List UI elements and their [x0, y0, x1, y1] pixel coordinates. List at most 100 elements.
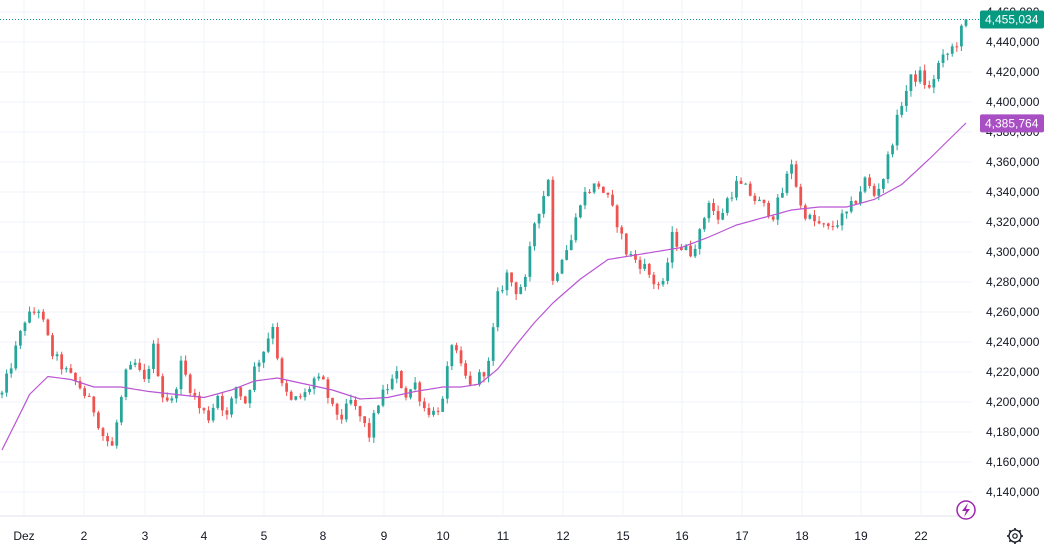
- candle-body: [299, 396, 302, 398]
- gear-icon[interactable]: [1007, 528, 1023, 544]
- candle-body: [422, 401, 426, 409]
- lightning-icon[interactable]: [956, 500, 976, 520]
- candle: [133, 358, 137, 368]
- candle: [932, 74, 936, 94]
- candle: [693, 244, 697, 259]
- y-tick-label: 4,220,000: [986, 365, 1040, 379]
- candle: [670, 226, 674, 269]
- candle-body: [560, 259, 564, 274]
- candle-body: [950, 46, 954, 54]
- y-tick-label: 4,200,000: [986, 395, 1040, 409]
- candle: [702, 216, 706, 232]
- candle-body: [781, 192, 784, 198]
- candle: [60, 351, 64, 375]
- y-axis[interactable]: 4,140,000 4,160,000 4,180,000 4,200,000 4,22…: [986, 5, 1040, 499]
- candle-body: [74, 372, 77, 381]
- candle-body: [106, 435, 109, 442]
- candle: [372, 409, 376, 443]
- candle: [923, 64, 927, 89]
- candle-body: [32, 311, 36, 313]
- candle: [496, 287, 500, 332]
- y-tick-label: 4,360,000: [986, 155, 1040, 169]
- candle: [785, 170, 789, 196]
- candle-body: [78, 380, 82, 389]
- candle: [900, 101, 904, 118]
- candle-body: [803, 205, 807, 219]
- candle-body: [175, 389, 178, 399]
- candle: [565, 245, 569, 261]
- candle: [409, 388, 412, 400]
- candle: [308, 386, 311, 395]
- candle: [51, 332, 54, 360]
- candle: [450, 344, 454, 371]
- candle: [748, 181, 752, 197]
- candle-body: [914, 74, 917, 82]
- candle-body: [234, 387, 238, 399]
- candle: [606, 192, 610, 198]
- candle: [354, 396, 357, 410]
- candle: [427, 403, 431, 418]
- candle: [202, 407, 206, 414]
- candle-body: [611, 194, 614, 206]
- candle-body: [799, 186, 803, 206]
- candle-body: [418, 382, 422, 402]
- candle-body: [817, 221, 821, 224]
- candle: [321, 374, 325, 380]
- candle-body: [955, 46, 959, 48]
- candle: [556, 271, 559, 283]
- candle-body: [721, 212, 725, 220]
- candle-body: [927, 85, 931, 88]
- candle: [92, 395, 96, 417]
- chart-icons[interactable]: [956, 500, 1023, 544]
- candle-body: [675, 231, 679, 247]
- candle: [872, 183, 876, 198]
- candle-body: [257, 362, 261, 367]
- candle-body: [937, 62, 940, 80]
- candle-body: [317, 376, 321, 379]
- candle: [781, 187, 784, 198]
- candle: [771, 215, 775, 222]
- x-axis[interactable]: Dez 2 3 4 5 8 9 10 11 12 15 16 17 18 19 22: [0, 515, 972, 543]
- candle-body: [785, 173, 789, 193]
- candle-body: [891, 145, 894, 155]
- candle-body: [289, 391, 293, 400]
- candle-body: [546, 179, 550, 197]
- candle: [817, 216, 821, 225]
- candle: [147, 365, 151, 384]
- candle-body: [519, 286, 523, 295]
- candle-body: [735, 180, 738, 198]
- candle-body: [725, 198, 729, 213]
- candle-body: [253, 366, 256, 391]
- candle-body: [624, 233, 628, 255]
- candle: [161, 373, 165, 403]
- candle-body: [101, 428, 105, 436]
- candle: [326, 376, 330, 404]
- candle-body: [432, 410, 435, 415]
- candle-body: [14, 345, 18, 369]
- candle: [836, 220, 839, 229]
- candle: [597, 181, 601, 190]
- candle-body: [321, 376, 325, 380]
- candle: [638, 256, 642, 275]
- candle-body: [165, 397, 169, 401]
- candle-body: [395, 371, 399, 379]
- candle-body: [409, 389, 412, 398]
- candle-body: [702, 218, 706, 230]
- candle: [18, 329, 22, 350]
- candle-body: [638, 259, 642, 269]
- y-tick-label: 4,340,000: [986, 185, 1040, 199]
- candle: [698, 227, 702, 255]
- candle-body: [895, 114, 899, 146]
- candle: [262, 351, 266, 368]
- candle: [335, 402, 339, 421]
- candle-body: [886, 154, 890, 180]
- candle: [418, 380, 422, 407]
- candle: [436, 407, 440, 416]
- candle: [762, 199, 766, 207]
- candle-body: [349, 399, 353, 404]
- candle: [234, 386, 238, 404]
- candle: [895, 109, 899, 151]
- candle-body: [500, 290, 504, 292]
- x-tick-label: 3: [142, 529, 149, 543]
